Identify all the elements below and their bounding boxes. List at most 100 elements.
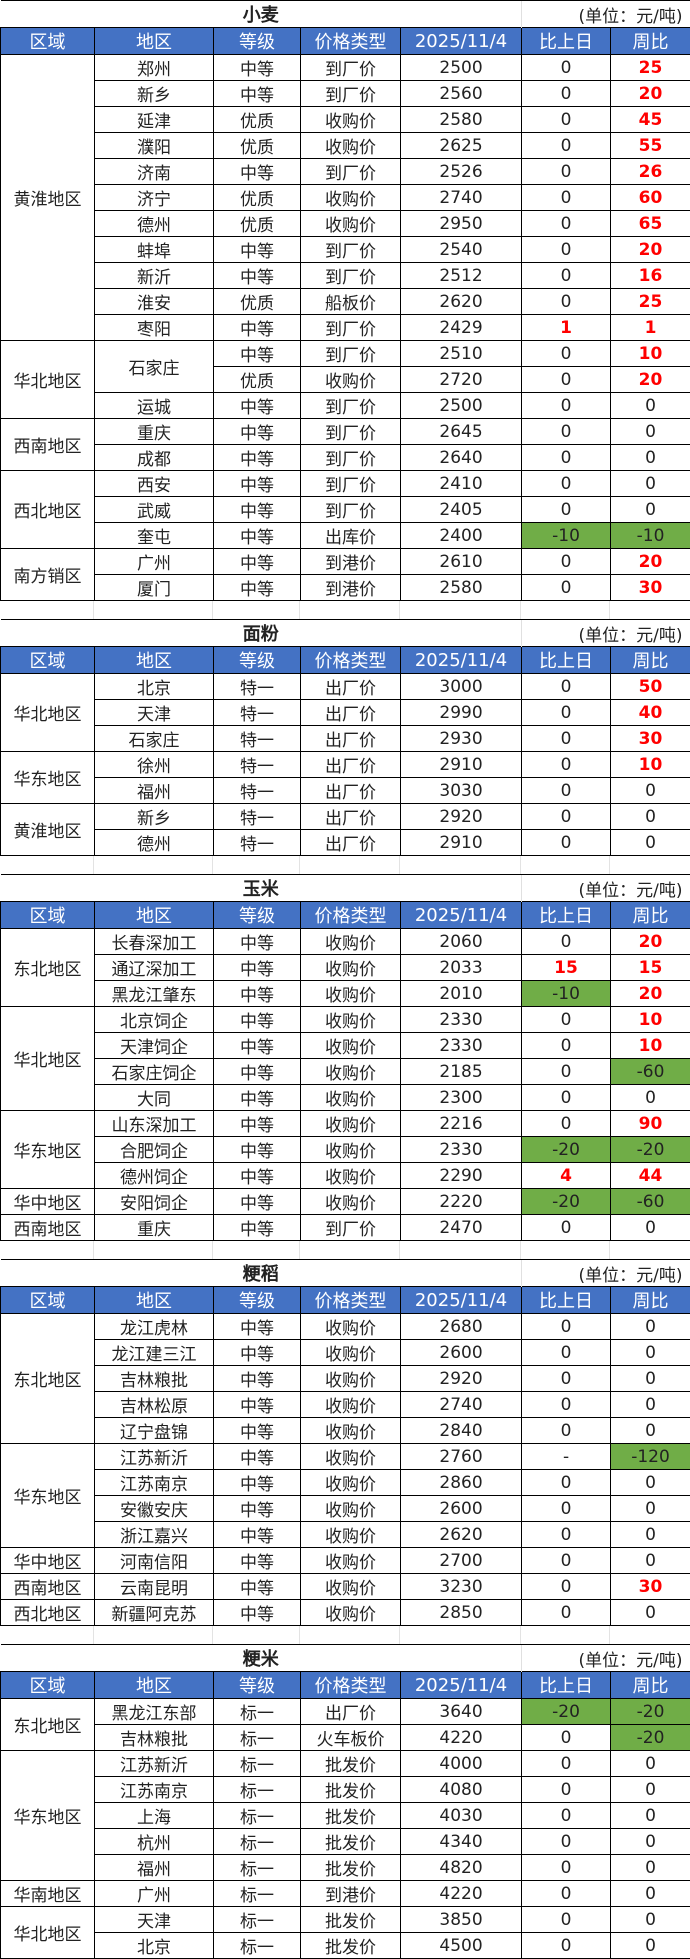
area-cell: 山东深加工 [95, 1111, 214, 1137]
price-type-cell: 收购价 [301, 1111, 401, 1137]
day-change-cell: 0 [522, 726, 611, 752]
week-change-cell: -60 [611, 1059, 690, 1085]
grade-cell: 中等 [214, 1085, 301, 1111]
price-cell: 2640 [401, 445, 522, 471]
price-cell: 2010 [401, 981, 522, 1007]
region-cell: 西北地区 [1, 1600, 95, 1626]
price-type-cell: 批发价 [301, 1933, 401, 1959]
day-change-cell: 0 [522, 159, 611, 185]
day-change-cell: 0 [522, 1522, 611, 1548]
price-cell: 2330 [401, 1007, 522, 1033]
week-change-cell: 10 [611, 1033, 690, 1059]
price-type-cell: 收购价 [301, 1366, 401, 1392]
price-cell: 2645 [401, 419, 522, 445]
price-cell: 2610 [401, 549, 522, 575]
area-cell: 江苏新沂 [95, 1751, 214, 1777]
price-cell: 2510 [401, 341, 522, 367]
region-cell: 黄淮地区 [1, 804, 95, 856]
region-cell: 南方销区 [1, 549, 95, 601]
price-type-cell: 收购价 [301, 211, 401, 237]
grade-cell: 标一 [214, 1725, 301, 1751]
header-region: 区域 [1, 1672, 95, 1699]
price-type-cell: 到港价 [301, 1881, 401, 1907]
price-cell: 2410 [401, 471, 522, 497]
day-change-cell: 0 [522, 419, 611, 445]
area-cell: 运城 [95, 393, 214, 419]
price-type-cell: 收购价 [301, 367, 401, 393]
day-change-cell: 0 [522, 804, 611, 830]
day-change-cell: 0 [522, 1314, 611, 1340]
day-change-cell: 0 [522, 1933, 611, 1959]
week-change-cell: 50 [611, 674, 690, 700]
region-cell: 东北地区 [1, 1699, 95, 1751]
area-cell: 广州 [95, 1881, 214, 1907]
price-cell: 4030 [401, 1803, 522, 1829]
grade-cell: 特一 [214, 726, 301, 752]
header-week-change: 周比 [611, 902, 690, 929]
area-cell: 德州饲企 [95, 1163, 214, 1189]
price-cell: 2680 [401, 1314, 522, 1340]
area-cell: 郑州 [95, 55, 214, 81]
price-type-cell: 收购价 [301, 1496, 401, 1522]
header-week-change: 周比 [611, 1287, 690, 1314]
week-change-cell: -20 [611, 1725, 690, 1751]
grade-cell: 中等 [214, 1189, 301, 1215]
day-change-cell: 0 [522, 549, 611, 575]
week-change-cell: 65 [611, 211, 690, 237]
header-price: 2025/11/4 [401, 1287, 522, 1314]
price-type-cell: 出厂价 [301, 1699, 401, 1725]
area-cell: 福州 [95, 1855, 214, 1881]
grade-cell: 中等 [214, 55, 301, 81]
header-grade: 等级 [214, 902, 301, 929]
week-change-cell: 20 [611, 549, 690, 575]
price-cell: 3000 [401, 674, 522, 700]
price-type-cell: 到厂价 [301, 393, 401, 419]
day-change-cell: 0 [522, 81, 611, 107]
price-cell: 2600 [401, 1340, 522, 1366]
header-day-change: 比上日 [522, 28, 611, 55]
grade-cell: 中等 [214, 1137, 301, 1163]
section-title: 粳稻 [1, 1260, 522, 1287]
grade-cell: 优质 [214, 367, 301, 393]
area-cell: 通辽深加工 [95, 955, 214, 981]
price-cell: 2400 [401, 523, 522, 549]
price-type-cell: 到厂价 [301, 445, 401, 471]
week-change-cell: 30 [611, 575, 690, 601]
price-cell: 2033 [401, 955, 522, 981]
grade-cell: 标一 [214, 1803, 301, 1829]
area-cell: 吉林粮批 [95, 1366, 214, 1392]
price-type-cell: 批发价 [301, 1907, 401, 1933]
grade-cell: 中等 [214, 1163, 301, 1189]
price-cell: 2580 [401, 107, 522, 133]
day-change-cell: 0 [522, 1366, 611, 1392]
grade-cell: 中等 [214, 159, 301, 185]
price-cell: 3030 [401, 778, 522, 804]
price-type-cell: 出厂价 [301, 804, 401, 830]
price-type-cell: 到港价 [301, 549, 401, 575]
day-change-cell: 0 [522, 445, 611, 471]
price-type-cell: 出厂价 [301, 778, 401, 804]
price-cell: 2600 [401, 1496, 522, 1522]
price-cell: 2850 [401, 1600, 522, 1626]
price-cell: 3230 [401, 1574, 522, 1600]
day-change-cell: -10 [522, 981, 611, 1007]
day-change-cell: 0 [522, 1418, 611, 1444]
day-change-cell: 0 [522, 1751, 611, 1777]
price-cell: 2950 [401, 211, 522, 237]
week-change-cell: 25 [611, 55, 690, 81]
area-cell: 天津饲企 [95, 1033, 214, 1059]
